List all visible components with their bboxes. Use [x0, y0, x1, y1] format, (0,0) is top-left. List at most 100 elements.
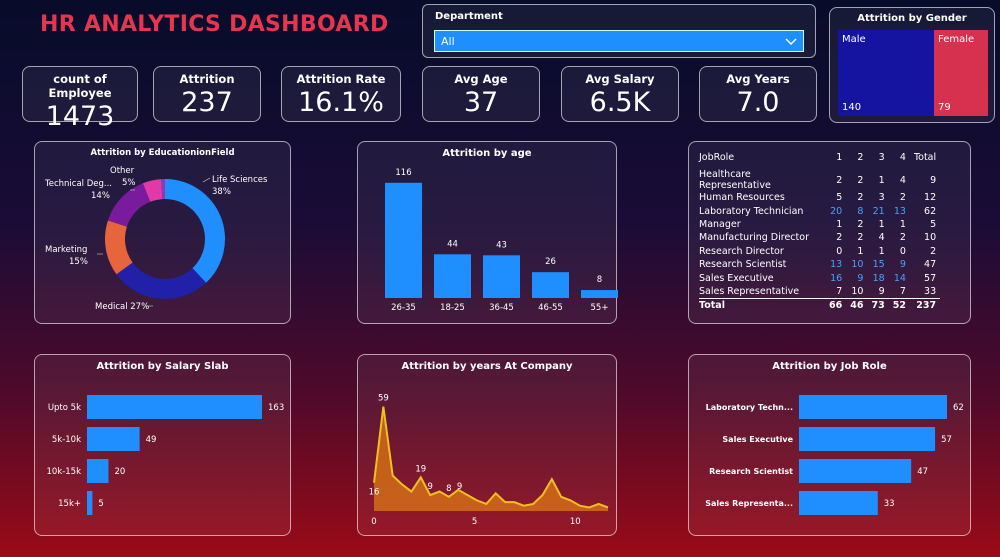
salary-bar [87, 395, 262, 419]
years-panel: Attrition by years At Company 16 59 19 9 8 9 0… [357, 354, 617, 536]
jobrole-panel: Attrition by Job Role Laboratory Techn..… [688, 354, 971, 536]
matrix-cell: 13 [893, 205, 906, 217]
matrix-row[interactable]: Sales Executive 16 9 18 14 57 [699, 271, 940, 284]
age-bar [483, 255, 520, 298]
matrix-cell: 0 [836, 245, 843, 257]
salary-tick-label: 5k-10k [52, 435, 81, 445]
salary-tick-label: Upto 5k [48, 403, 81, 413]
matrix-header: 2 [857, 152, 864, 163]
kpi-value: 6.5K [589, 87, 651, 118]
department-value: All [441, 35, 455, 48]
matrix-cell: 0 [899, 245, 906, 257]
jobrole-matrix: JobRole 1 2 3 4 Total Healthcare Representati… [699, 152, 941, 312]
jobrole-bar-chart[interactable]: Laboratory Techn... 62 Sales Executive 57 Re… [689, 355, 972, 537]
donut-slice [105, 220, 133, 275]
salary-panel: Attrition by Salary Slab Upto 5k 163 5k-10… [34, 354, 291, 536]
matrix-cell: Research Director [699, 245, 784, 257]
kpi-label: Avg Years [726, 72, 790, 86]
kpi-value: 37 [463, 87, 499, 118]
matrix-cell: 9 [878, 285, 885, 297]
salary-tick-label: 15k+ [58, 499, 81, 509]
years-data-label: 19 [415, 464, 426, 474]
matrix-total-cell: 52 [888, 297, 910, 312]
education-panel: Attrition by EducationionField Life Scie… [34, 141, 291, 324]
matrix-cell: 14 [893, 272, 906, 284]
matrix-cell: Research Scientist [699, 259, 787, 271]
donut-slice [116, 262, 207, 299]
salary-bar-chart[interactable]: Upto 5k 163 5k-10k 49 10k-15k 20 15k+ 5 [35, 355, 292, 537]
years-title: Attrition by years At Company [401, 361, 573, 372]
jobrole-tick-label: Research Scientist [709, 467, 793, 476]
age-bar [532, 272, 569, 298]
jobrole-data-label: 47 [917, 467, 928, 477]
matrix-cell: 57 [924, 272, 937, 284]
kpi-label: Avg Salary [585, 72, 655, 86]
matrix-cell: Healthcare Representative [699, 169, 771, 191]
jobrole-bar [799, 427, 936, 451]
matrix-cell: 5 [930, 218, 937, 230]
jobrole-bar [799, 395, 947, 419]
matrix-header: Total [913, 152, 937, 163]
matrix-cell: 21 [872, 205, 885, 217]
matrix-row[interactable]: Manager 1 2 1 1 5 [699, 218, 940, 231]
jobrole-tick-label: Laboratory Techn... [706, 403, 793, 412]
age-bar [385, 182, 422, 298]
matrix-cell: 1 [878, 218, 885, 230]
matrix-cell: 9 [857, 272, 864, 284]
male-tile[interactable]: Male 140 [838, 30, 934, 116]
matrix-row[interactable]: Manufacturing Director 2 2 4 2 10 [699, 231, 940, 244]
matrix-cell: Manager [699, 218, 741, 230]
age-data-label: 44 [447, 239, 458, 249]
salary-data-label: 49 [146, 435, 157, 445]
matrix-cell: 7 [836, 285, 843, 297]
matrix-cell: 7 [899, 285, 906, 297]
jobrole-data-label: 57 [941, 435, 952, 445]
label-technical-pct: 14% [91, 191, 110, 201]
male-label: Male [842, 34, 866, 45]
matrix-cell: 10 [851, 259, 864, 271]
kpi-label: count of Employee [48, 72, 112, 100]
page-title: HR ANALYTICS DASHBOARD [40, 12, 389, 37]
age-panel: Attrition by age 116 26-35 44 18-25 43 36-45 2… [357, 141, 618, 325]
matrix-row[interactable]: Healthcare Representative 2 2 1 4 9 [699, 169, 940, 191]
matrix-cell: 18 [872, 272, 885, 284]
matrix-total-cell: 73 [867, 297, 889, 312]
age-data-label: 116 [395, 168, 411, 178]
kpi-value: 16.1% [298, 87, 384, 118]
jobrole-tick-label: Sales Executive [722, 435, 793, 444]
matrix-cell: Laboratory Technician [699, 205, 804, 217]
label-marketing: Marketing [45, 245, 87, 255]
jobrole-title: Attrition by Job Role [772, 361, 887, 372]
kpi-value: 7.0 [736, 87, 780, 118]
age-tick-label: 18-25 [440, 303, 465, 313]
matrix-row[interactable]: Research Scientist 13 10 15 9 47 [699, 258, 940, 271]
salary-bar [87, 491, 93, 515]
donut-slice [161, 179, 165, 200]
matrix-cell: 10 [924, 232, 937, 244]
age-data-label: 43 [496, 240, 507, 250]
kpi-attrition-rate: Attrition Rate 16.1% [281, 66, 401, 122]
matrix-cell: 20 [830, 205, 843, 217]
matrix-row[interactable]: Laboratory Technician 20 8 21 13 62 [699, 204, 940, 217]
kpi-value: 1473 [45, 101, 115, 132]
matrix-row[interactable]: Research Director 0 1 1 0 2 [699, 245, 940, 258]
matrix-cell: 1 [878, 245, 885, 257]
education-donut-chart[interactable]: Life Sciences 38% Medical 27% Marketing … [35, 142, 292, 325]
kpi-employee-count: count of Employee 1473 [22, 66, 138, 132]
age-bar-chart[interactable]: 116 26-35 44 18-25 43 36-45 26 46-55 8 55+ [358, 142, 618, 325]
chevron-down-icon [785, 38, 797, 46]
years-data-label: 8 [446, 484, 451, 494]
matrix-row[interactable]: Human Resources 5 2 3 2 12 [699, 191, 940, 204]
department-dropdown[interactable]: All [434, 30, 804, 52]
age-bar [581, 290, 618, 298]
years-tick-label: 0 [371, 517, 376, 527]
salary-tick-label: 10k-15k [46, 467, 81, 477]
matrix-cell: 5 [836, 192, 843, 204]
salary-bar [87, 459, 109, 483]
education-title: Attrition by EducationionField [90, 148, 235, 158]
female-tile[interactable]: Female 79 [934, 30, 988, 116]
donut-slice [142, 179, 163, 202]
matrix-row[interactable]: Sales Representative 7 10 9 7 33 [699, 285, 940, 298]
jobrole-bar [799, 459, 912, 483]
